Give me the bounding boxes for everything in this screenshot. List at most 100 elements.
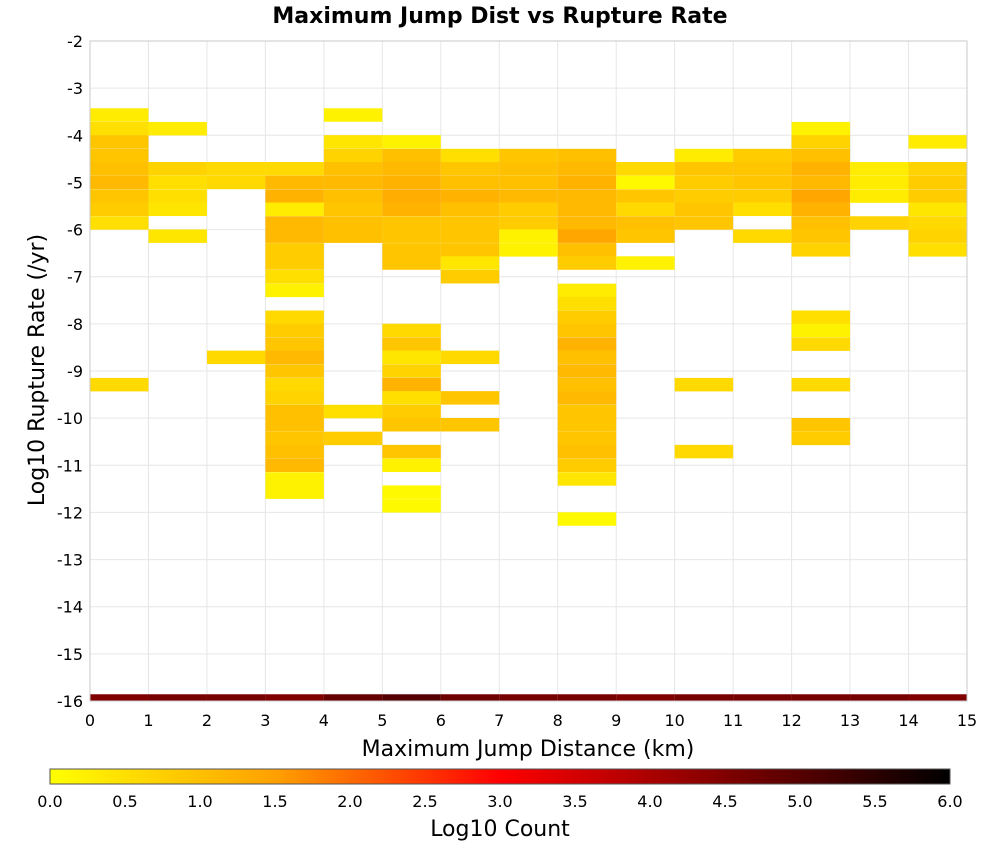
colorbar-tick-label: 3.5 — [562, 792, 587, 811]
y-tick-label: -8 — [67, 315, 83, 334]
x-tick-label: 12 — [781, 711, 801, 730]
heatmap-cell — [791, 310, 851, 324]
heatmap-cell — [791, 694, 851, 701]
heatmap-cell — [557, 243, 617, 257]
colorbar-ticks: 0.0 0.5 1.0 1.5 2.0 2.5 3.0 3.5 4.0 4.5 5.0 5.5 6.0 — [37, 792, 962, 811]
heatmap-cell — [323, 216, 383, 230]
heatmap-cell — [440, 243, 500, 257]
heatmap-cell — [733, 694, 792, 701]
x-tick-label: 6 — [436, 711, 446, 730]
heatmap-cell — [148, 121, 207, 136]
heatmap-cell — [791, 175, 851, 190]
heatmap-cell — [265, 444, 324, 459]
heatmap-cell — [265, 404, 324, 419]
heatmap-cell — [382, 364, 441, 378]
colorbar-label: Log10 Count — [430, 817, 570, 842]
heatmap-cell — [674, 202, 734, 217]
heatmap-cell — [440, 189, 500, 203]
heatmap-cell — [499, 694, 558, 701]
heatmap-cell — [616, 256, 675, 270]
heatmap-cell — [791, 377, 851, 392]
heatmap-cell — [265, 283, 324, 298]
heatmap-cell — [148, 175, 207, 190]
heatmap-cell — [499, 189, 558, 203]
heatmap-cell — [908, 216, 967, 230]
colorbar-tick-label: 4.5 — [712, 792, 737, 811]
y-tick-label: -6 — [67, 221, 83, 240]
heatmap-cell — [499, 243, 558, 257]
heatmap-cell — [733, 148, 792, 163]
x-tick-label: 2 — [202, 711, 212, 730]
heatmap-cell — [557, 283, 617, 298]
heatmap-cell — [791, 216, 851, 230]
x-tick-label: 15 — [957, 711, 977, 730]
heatmap-cell — [90, 162, 149, 176]
y-tick-label: -16 — [57, 692, 83, 711]
heatmap-cell — [674, 175, 734, 190]
colorbar-tick-label: 2.0 — [337, 792, 362, 811]
x-tick-label: 0 — [85, 711, 95, 730]
heatmap-cell — [440, 256, 500, 270]
heatmap-cell — [382, 216, 441, 230]
heatmap-cell — [499, 229, 558, 243]
heatmap-cell — [733, 162, 792, 176]
heatmap-cell — [382, 323, 441, 338]
heatmap-cell — [382, 175, 441, 190]
heatmap-cell — [265, 189, 324, 203]
heatmap-cell — [557, 202, 617, 217]
heatmap-cell — [265, 162, 324, 176]
heatmap-cell — [557, 162, 617, 176]
x-tick-label: 14 — [898, 711, 918, 730]
heatmap-cell — [557, 148, 617, 163]
heatmap-cell — [265, 269, 324, 284]
heatmap-cell — [90, 377, 149, 392]
colorbar — [49, 768, 951, 785]
heatmap-cell — [323, 175, 383, 190]
colorbar-tick-label: 3.0 — [487, 792, 512, 811]
heatmap-cell — [557, 337, 617, 351]
heatmap-cell — [382, 499, 441, 513]
heatmap-cell — [440, 350, 500, 365]
heatmap-cell — [557, 229, 617, 243]
heatmap-cell — [850, 175, 909, 190]
heatmap-cell — [908, 694, 967, 701]
heatmap-cell — [90, 189, 149, 203]
heatmap-cell — [440, 269, 500, 284]
y-tick-label: -12 — [57, 503, 83, 522]
heatmap-cell — [265, 418, 324, 432]
heatmap-cell — [323, 148, 383, 163]
heatmap-cell — [323, 404, 383, 419]
heatmap-cell — [557, 310, 617, 324]
heatmap-cell — [557, 364, 617, 378]
heatmap-cell — [499, 148, 558, 163]
heatmap-cell — [908, 135, 967, 149]
heatmap-cell — [206, 175, 266, 190]
heatmap-cell — [382, 202, 441, 217]
heatmap-cell — [90, 202, 149, 217]
heatmap-cell — [557, 418, 617, 432]
heatmap-cell — [674, 694, 734, 701]
heatmap-cell — [382, 458, 441, 473]
heatmap-cell — [616, 694, 675, 701]
x-tick-label: 7 — [494, 711, 504, 730]
x-tick-label: 3 — [260, 711, 270, 730]
heatmap-cell — [557, 216, 617, 230]
heatmap-cell — [90, 148, 149, 163]
heatmap-cell — [323, 229, 383, 243]
heatmap-cell — [499, 202, 558, 217]
heatmap-cell — [791, 202, 851, 217]
heatmap-cell — [791, 418, 851, 432]
y-tick-label: -3 — [67, 79, 83, 98]
heatmap-cell — [382, 229, 441, 243]
x-tick-label: 1 — [143, 711, 153, 730]
heatmap-cell — [733, 229, 792, 243]
heatmap-cell — [265, 694, 324, 701]
x-axis-label: Maximum Jump Distance (km) — [362, 737, 695, 762]
heatmap-cell — [382, 404, 441, 419]
heatmap-cell — [382, 148, 441, 163]
heatmap-cell — [616, 229, 675, 243]
heatmap-cell — [265, 377, 324, 392]
heatmap-cell — [90, 135, 149, 149]
heatmap-cell — [265, 350, 324, 365]
heatmap-cell — [850, 162, 909, 176]
